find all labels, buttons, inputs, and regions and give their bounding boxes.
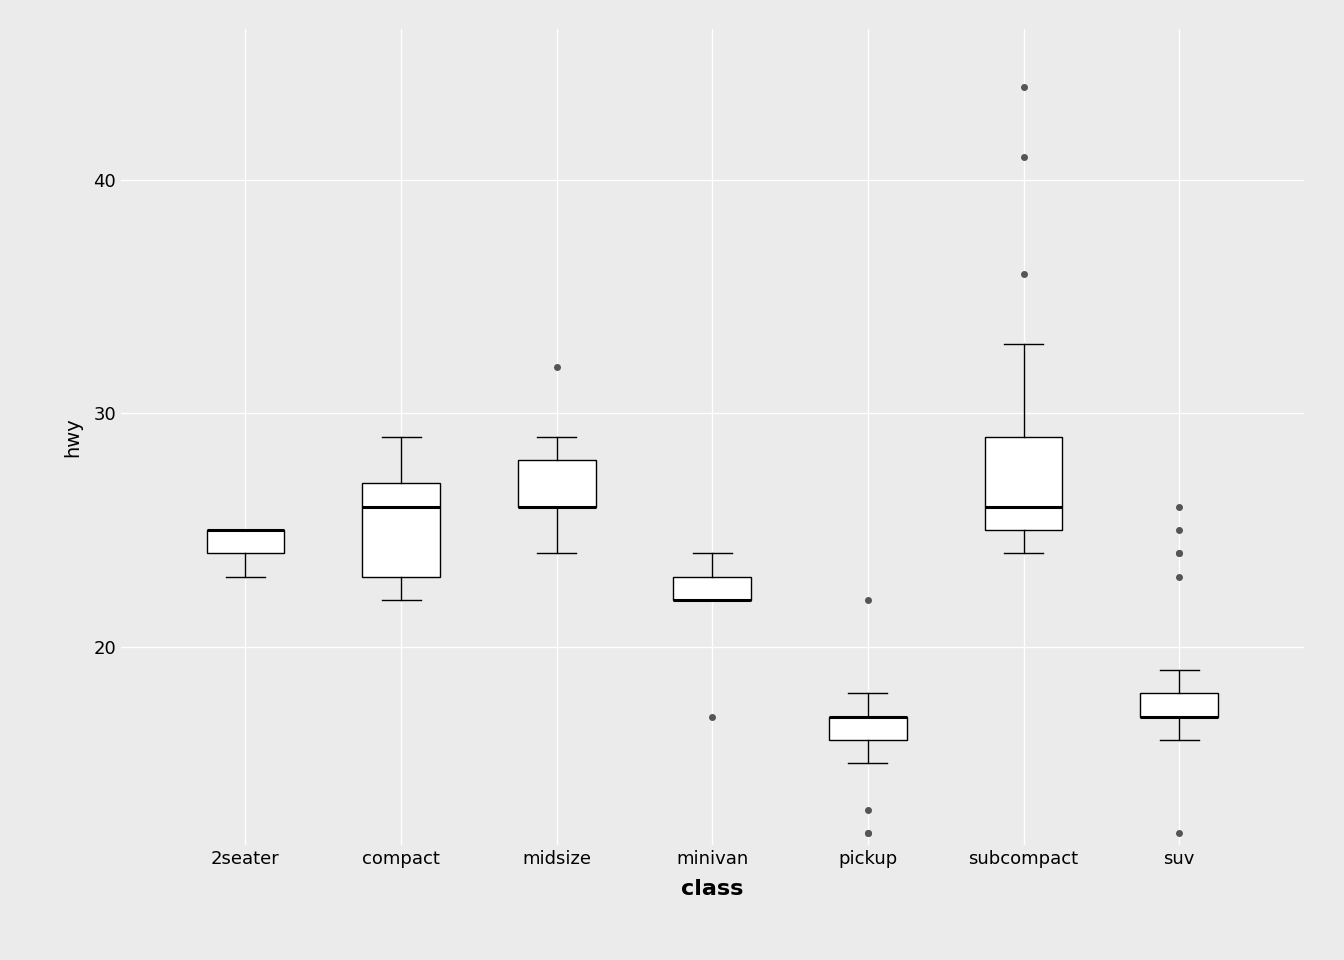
PathPatch shape: [517, 460, 595, 507]
PathPatch shape: [207, 530, 285, 553]
PathPatch shape: [985, 437, 1063, 530]
PathPatch shape: [1140, 693, 1218, 716]
PathPatch shape: [829, 716, 907, 740]
PathPatch shape: [362, 484, 439, 577]
X-axis label: class: class: [681, 878, 743, 899]
Y-axis label: hwy: hwy: [63, 417, 82, 457]
PathPatch shape: [673, 577, 751, 600]
